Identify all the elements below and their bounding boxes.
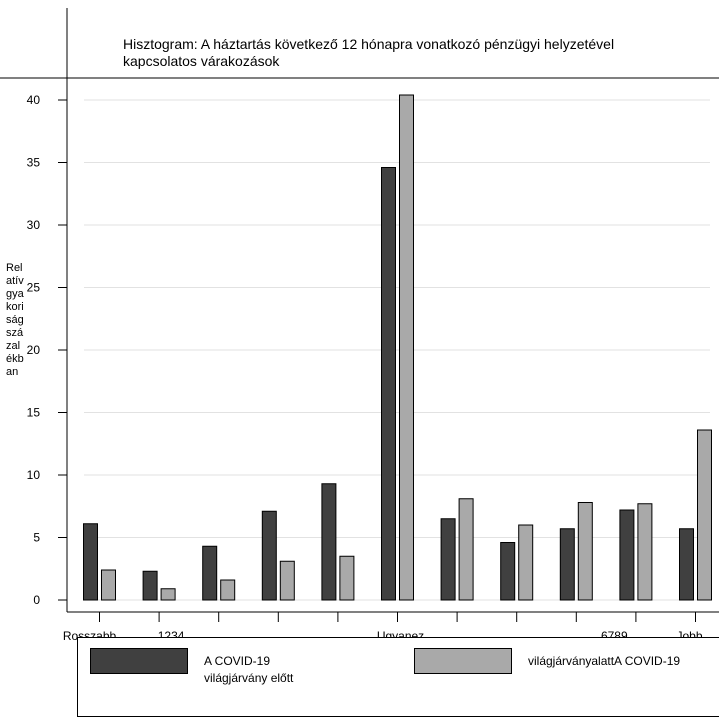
y-tick-label: 30 (27, 218, 41, 232)
bar-before (261, 510, 277, 601)
legend-item-before: A COVID-19 világjárvány előtt (90, 648, 324, 687)
bar-during (518, 524, 534, 601)
chart-title-line1: Hisztogram: A háztartás következő 12 hón… (123, 36, 614, 52)
bar-before (83, 523, 98, 601)
bar-during (339, 555, 355, 601)
y-tick-label: 20 (27, 343, 41, 357)
bar-during (160, 588, 176, 601)
legend-swatch-during (414, 648, 512, 674)
bar-during (577, 502, 593, 601)
bar-before (440, 518, 456, 601)
bar-before (321, 483, 337, 601)
y-tick-label: 0 (33, 593, 40, 607)
bar-before (559, 528, 575, 601)
bar-during (697, 429, 712, 601)
y-tick-label: 10 (27, 468, 41, 482)
bar-during (399, 94, 414, 601)
chart-title-line2: kapcsolatos várakozások (123, 53, 280, 69)
bars (83, 94, 712, 601)
gridlines (84, 99, 710, 601)
bar-before (142, 570, 158, 601)
bar-before (619, 509, 635, 601)
y-tick-label: 35 (27, 156, 41, 170)
bar-during (279, 560, 295, 601)
y-tick-label: 5 (33, 531, 40, 545)
bar-during (637, 503, 653, 601)
legend-label-before: A COVID-19 világjárvány előtt (204, 654, 294, 685)
chart-frame (0, 8, 719, 612)
y-axis: 0 5 10 15 20 25 30 35 40 (27, 93, 67, 607)
legend-swatch-before (90, 648, 188, 674)
bar-during (220, 579, 236, 601)
bar-before (679, 528, 694, 601)
legend: A COVID-19 világjárvány előtt világjárvá… (77, 637, 719, 717)
bar-before (500, 542, 516, 601)
legend-label-during: világjárványalattA COVID-19 (528, 654, 681, 668)
y-tick-label: 25 (27, 281, 41, 295)
bar-before (202, 545, 218, 601)
y-axis-label: Relatív gyakoriság százalékban (6, 262, 24, 378)
bar-during (101, 569, 116, 601)
y-tick-label: 15 (27, 406, 41, 420)
y-tick-label: 40 (27, 93, 41, 107)
bar-before (381, 167, 396, 601)
bar-during (458, 498, 474, 601)
legend-item-during: világjárványalattA COVID-19 (414, 648, 718, 674)
